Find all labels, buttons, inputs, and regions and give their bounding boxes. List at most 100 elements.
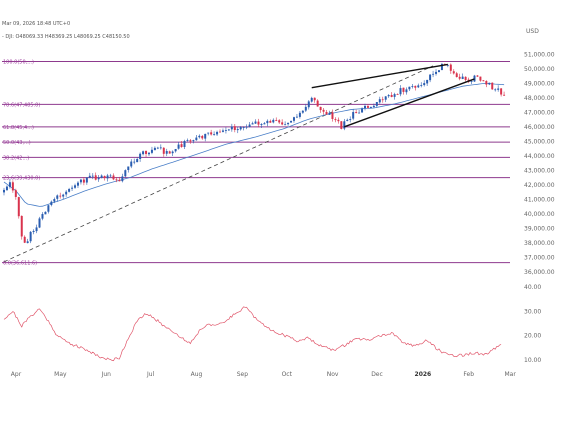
candle [11,180,14,193]
candle-body [88,175,91,178]
price-tick-label: 38,000.00 [524,240,555,247]
candle-body [65,191,68,195]
candle [59,192,62,199]
header-ohlc: - DJI: O48069.33 H48369.25 L48069.25 C48… [2,34,130,40]
candle [20,215,23,240]
candle [76,181,79,189]
oscillator-tick-label: 10.00 [524,357,541,364]
candle [230,123,233,132]
oscillator-tick-label: 30.00 [524,308,541,315]
time-tick-label: Jun [101,371,112,378]
candle [275,117,278,122]
candle [62,193,65,200]
candle-body [301,110,304,113]
candle-body [358,112,361,114]
candle-body [390,94,393,97]
candle [198,134,201,139]
candle-body [183,141,186,147]
candle [281,119,284,126]
candle-body [384,96,387,100]
candle-body [500,88,503,95]
candle [47,204,50,214]
trend-line [3,65,434,263]
candle [325,109,328,115]
candle-body [307,101,310,108]
oscillator-tick-label: 20.00 [524,333,541,340]
candle [278,119,281,124]
price-tick-label: 48,000.00 [524,95,555,102]
candle-body [59,195,62,197]
candle-body [364,105,367,109]
candle-body [150,149,153,153]
candle-body [248,124,251,127]
candle [461,73,464,80]
candle-body [446,64,449,66]
candle [133,158,136,165]
candle-body [139,153,142,159]
candle [349,116,352,123]
price-tick-label: 44,000.00 [524,153,555,160]
candle-body [405,89,408,93]
candle-body [396,94,399,95]
candle [139,152,142,162]
candle-body [5,186,8,191]
candle-body [292,117,295,121]
candle [112,173,115,181]
candle [79,178,82,185]
candle-body [432,73,435,75]
candle-body [295,116,298,118]
candle [14,188,17,200]
candle-body [153,147,156,151]
candle [257,118,260,128]
candle-body [334,119,337,121]
candle [201,134,204,140]
price-tick-label: 51,000.00 [524,51,555,58]
candle-body [366,106,369,108]
candle [153,146,156,151]
candle-body [281,122,284,125]
candle [260,123,263,129]
candle-body [263,123,266,125]
price-tick-label: 50,000.00 [524,66,555,73]
time-tick-label: Aug [191,371,203,378]
candle [53,197,56,204]
candle [290,120,293,123]
price-axis-unit: USD [526,28,539,35]
candle-body [470,81,473,82]
candle-body [71,187,74,189]
candle [266,119,269,127]
candle-body [435,71,438,74]
header-timestamp: Mar 09, 2026 18:48 UTC+0 [2,21,71,27]
time-tick-label: Feb [463,371,474,378]
candle [331,109,334,122]
candle-body [417,85,420,88]
candle-body [201,135,204,139]
candle [142,150,145,156]
candle-body [156,147,159,149]
candle-body [298,112,301,117]
candle-body [79,179,82,183]
candle [239,126,242,131]
candle [449,63,452,74]
candle-body [387,95,390,97]
time-tick-label: Jul [146,371,155,378]
candle-body [355,112,358,114]
candle-body [337,119,340,122]
candle-body [82,179,85,183]
candle [38,216,41,229]
candle [186,138,189,142]
candle [145,150,148,157]
fib-level-label: 61.8(45,4...) [3,125,34,131]
candle-body [455,73,458,78]
price-tick-label: 49,000.00 [524,80,555,87]
candle-body [423,83,426,86]
candle-body [346,119,349,121]
candle-body [485,81,488,85]
price-tick-label: 43,000.00 [524,167,555,174]
candle-body [352,112,355,119]
candle [396,93,399,95]
candle [479,76,482,82]
candle [221,128,224,133]
candle [56,194,59,202]
